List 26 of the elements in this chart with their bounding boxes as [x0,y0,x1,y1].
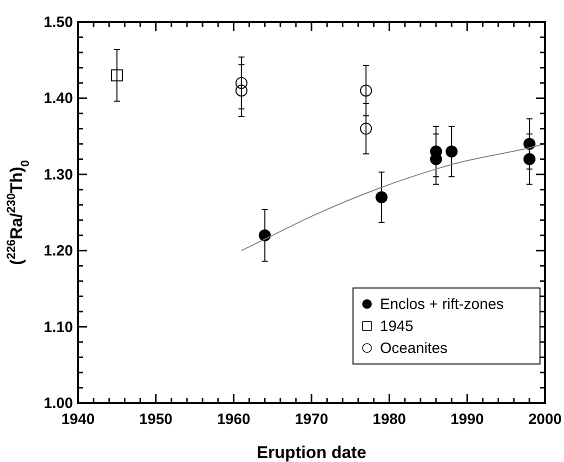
point [376,191,388,204]
point [235,76,248,89]
point [235,84,248,97]
y-tick-label: 1.40 [44,90,73,108]
x-tick-label: 1980 [372,411,406,428]
point [360,84,372,97]
point [360,122,372,135]
legend-label: 1945 [380,318,414,335]
legend-label: Oceanites [380,340,448,357]
y-tick-label: 1.10 [44,318,73,336]
point [110,69,123,82]
x-axis-title: Eruption date [256,443,366,462]
y-tick-label: 1.30 [44,166,73,184]
x-tick-label: 2000 [528,411,562,428]
legend-label: Enclos + rift-zones [380,296,504,313]
x-tick-label: 1960 [216,411,250,428]
point [523,153,536,166]
x-tick-label: 1990 [450,411,484,428]
x-tick-label: 1950 [139,411,173,428]
y-tick-label: 1.50 [44,14,73,31]
y-tick-label: 1.20 [44,242,73,260]
point [446,146,458,158]
x-tick-label: 1970 [294,411,328,428]
y-tick-label: 1.00 [44,395,73,412]
point [258,229,271,242]
x-tick-label: 1940 [61,411,95,428]
